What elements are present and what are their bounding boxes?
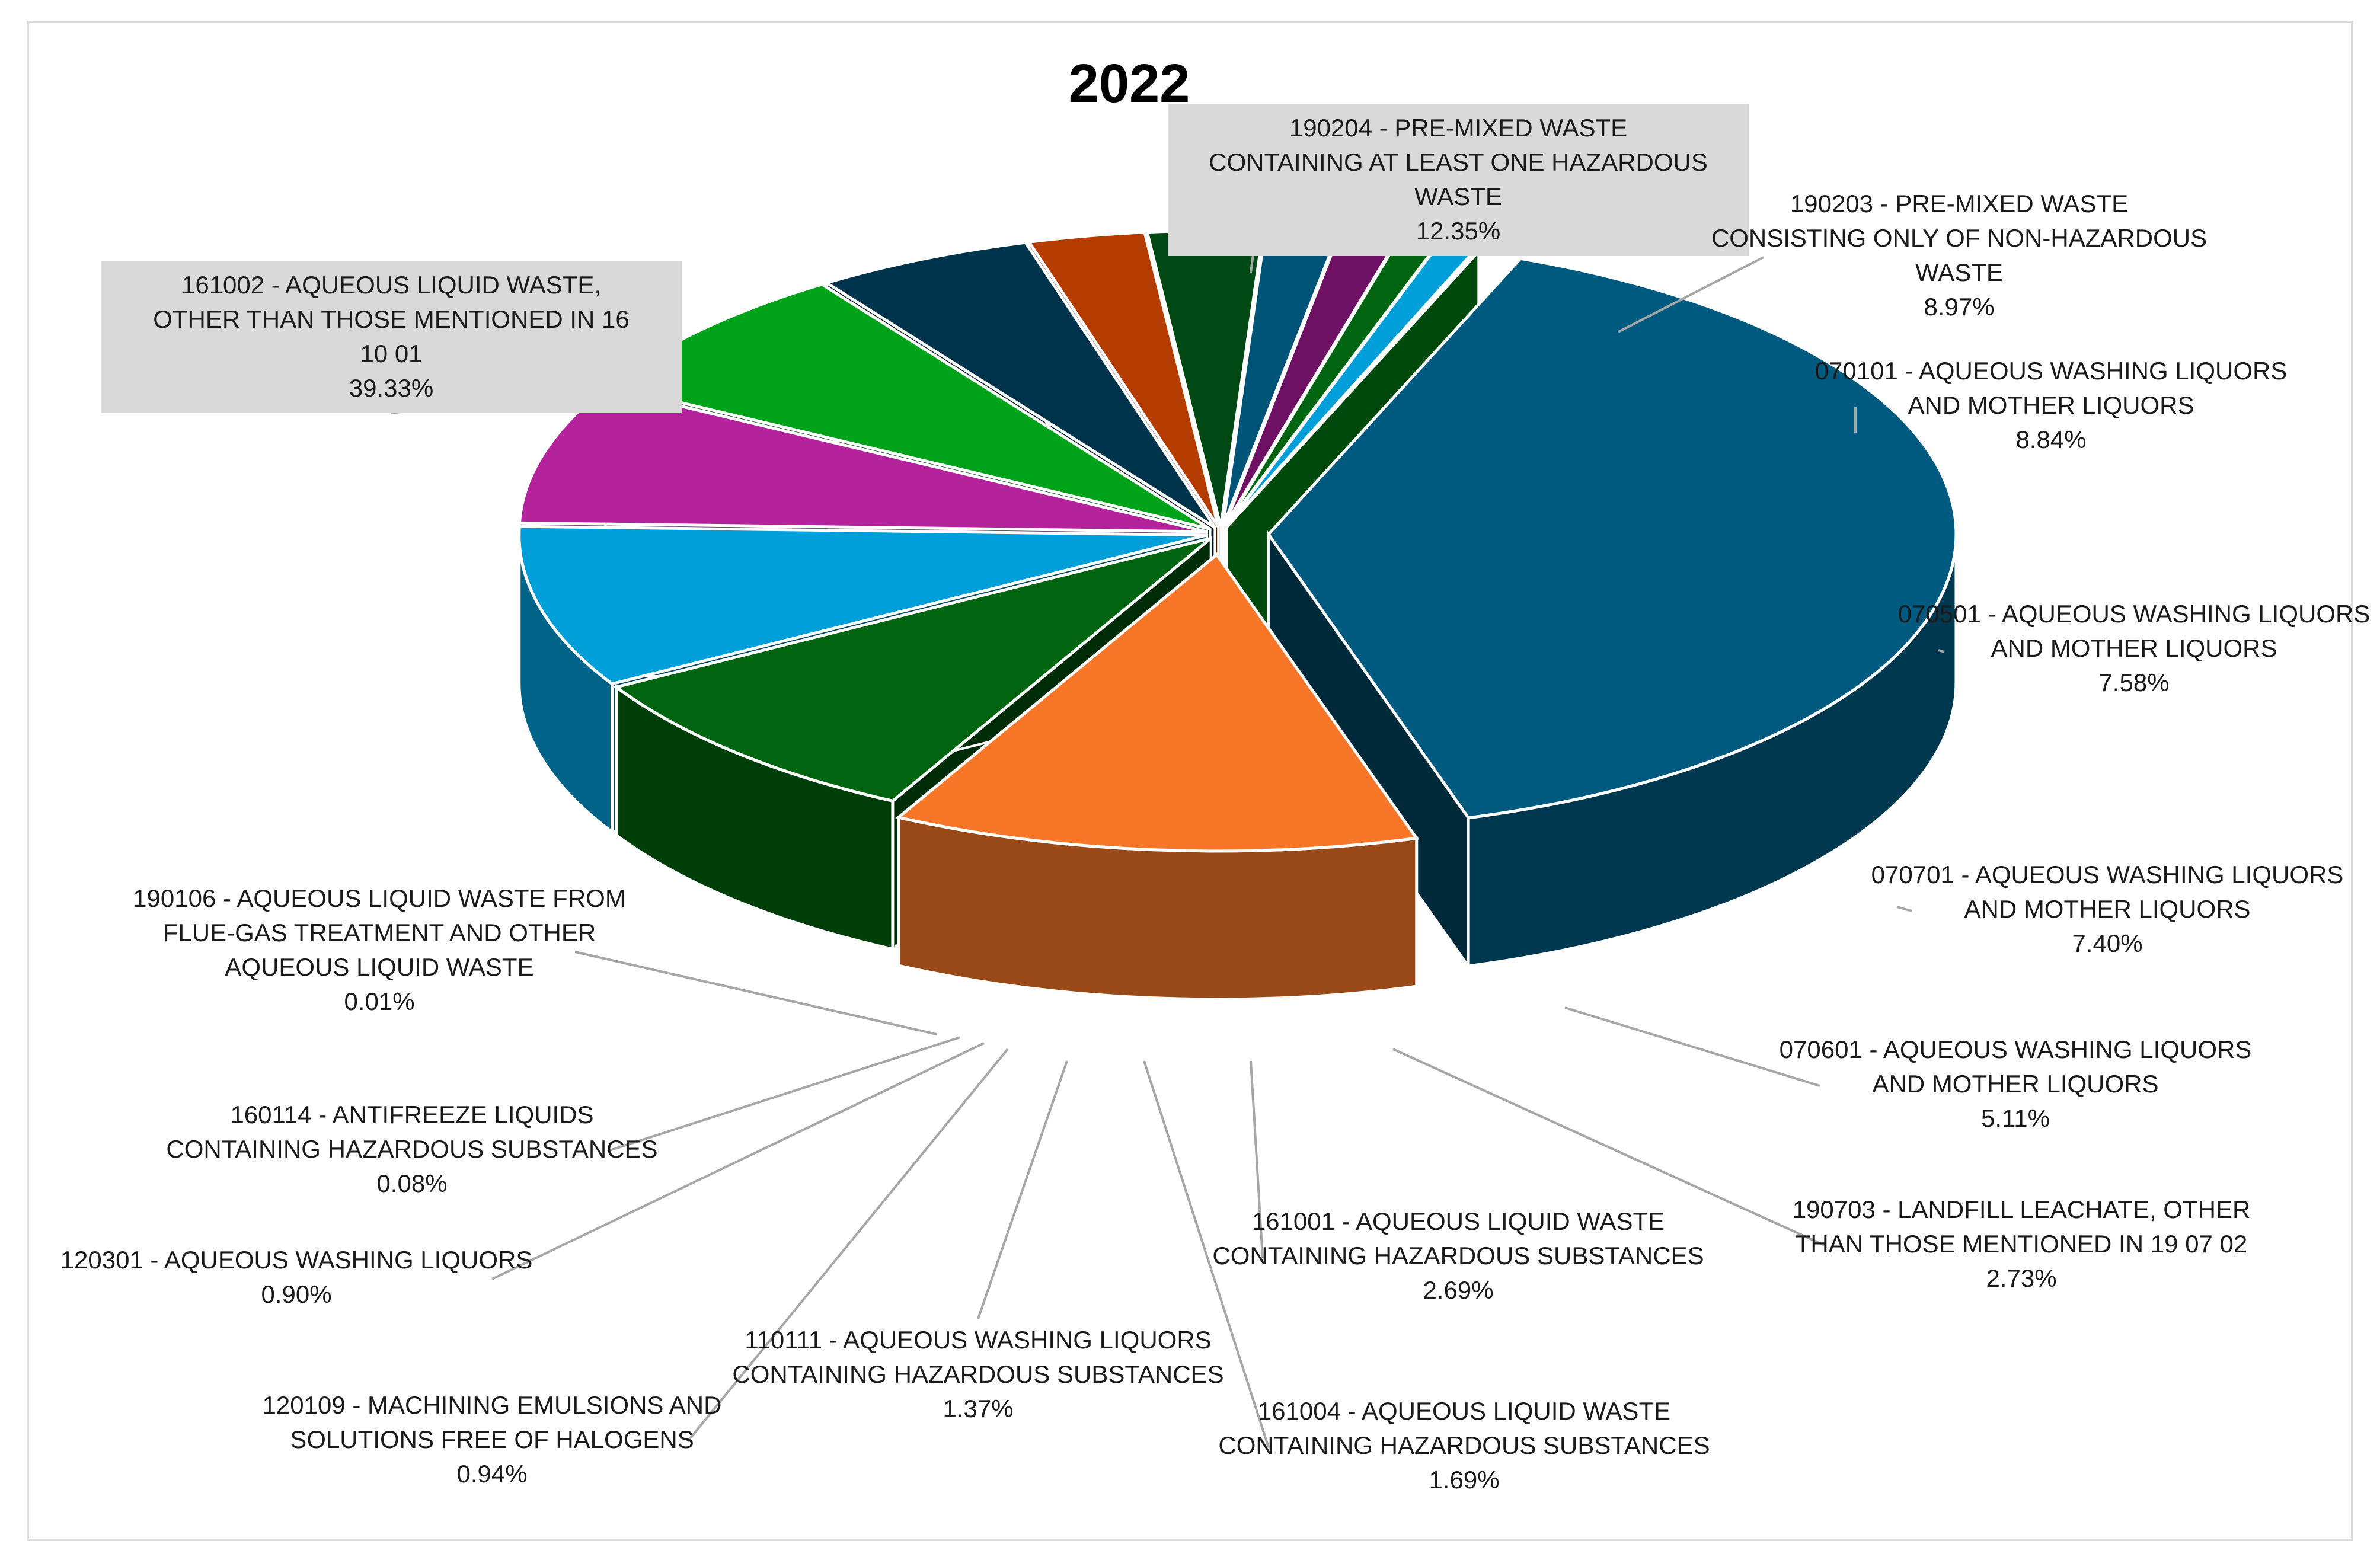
data-label-percent: 12.35% [1416,217,1500,245]
leader-line [1564,1006,1820,1087]
data-label: 120109 - MACHINING EMULSIONS AND SOLUTION… [263,1391,722,1488]
data-label-box [1168,104,1749,256]
data-label: 161001 - AQUEOUS LIQUID WASTE CONTAINING … [1212,1207,1704,1304]
data-label: 190106 - AQUEOUS LIQUID WASTE FROM FLUE-G… [133,884,626,1015]
data-label: 070101 - AQUEOUS WASHING LIQUORS AND MOTH… [1815,357,2288,453]
data-label-percent: 39.33% [349,374,433,402]
pie-slice [612,536,1212,803]
leader-line [1392,1048,1826,1247]
data-label-percent: 5.11% [1981,1104,2050,1132]
data-label-percent: 7.40% [2072,929,2142,957]
data-label-percent: 0.90% [261,1280,331,1308]
data-label: 161002 - AQUEOUS LIQUID WASTE, OTHER THAN… [153,271,630,402]
leader-line [607,1036,961,1152]
data-label-percent: 2.69% [1423,1276,1493,1304]
pie-slice [1026,231,1220,528]
data-label: 120301 - AQUEOUS WASHING LIQUORS 0.90% [60,1246,533,1308]
data-label: 161004 - AQUEOUS LIQUID WASTE CONTAINING … [1218,1397,1710,1494]
data-label: 190703 - LANDFILL LEACHATE, OTHER THAN TH… [1793,1195,2251,1292]
data-label-percent: 0.94% [456,1460,527,1488]
pie-slice [1266,257,1958,820]
leader-line [977,1060,1068,1319]
leader-line [1938,649,1945,653]
data-label-percent: 1.69% [1429,1466,1499,1494]
data-label-percent: 0.01% [344,987,414,1015]
pie-slice [517,525,1207,686]
data-label-percent: 8.97% [1924,293,1994,321]
data-label: 190204 - PRE-MIXED WASTE CONTAINING AT LE… [1209,114,1708,245]
data-label: 070501 - AQUEOUS WASHING LIQUORS AND MOTH… [1898,600,2371,696]
leader-line [1618,256,1764,333]
data-label-box [101,261,682,413]
data-label-percent: 1.37% [943,1395,1013,1422]
data-label-percent: 7.58% [2098,669,2169,696]
data-label: 070601 - AQUEOUS WASHING LIQUORS AND MOTH… [1780,1035,2252,1132]
leader-line [1250,1060,1264,1258]
data-label: 190203 - PRE-MIXED WASTE CONSISTING ONLY … [1711,190,2207,321]
leader-line [491,1042,985,1280]
data-label-percent: 8.84% [2015,426,2086,453]
leader-line [1143,1060,1270,1448]
leader-line [574,951,937,1035]
pie-slice [823,241,1216,529]
pie-slice [895,552,1420,853]
data-label: 160114 - ANTIFREEZE LIQUIDS CONTAINING HA… [166,1101,657,1197]
data-label-percent: 0.08% [376,1169,447,1197]
data-label-percent: 2.73% [1986,1264,2056,1292]
data-label: 070701 - AQUEOUS WASHING LIQUORS AND MOTH… [1871,861,2344,957]
leader-line [1896,906,1912,912]
data-label: 110111 - AQUEOUS WASHING LIQUORS CONTAINI… [732,1326,1223,1422]
leader-line [686,1048,1009,1443]
